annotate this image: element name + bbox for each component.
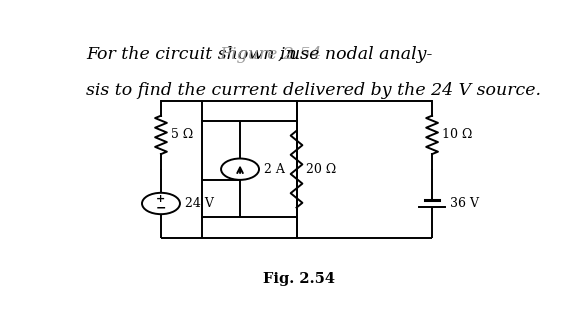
Text: 5 Ω: 5 Ω: [171, 128, 193, 141]
Text: , use nodal analy-: , use nodal analy-: [278, 46, 433, 63]
Text: sis to find the current delivered by the 24 V source.: sis to find the current delivered by the…: [86, 82, 542, 99]
Text: 24 V: 24 V: [185, 197, 215, 210]
Text: +: +: [156, 194, 166, 204]
Text: Fig. 2.54: Fig. 2.54: [263, 272, 335, 286]
Text: 10 Ω: 10 Ω: [442, 128, 472, 141]
Text: 2 A: 2 A: [265, 163, 285, 176]
Text: For the circuit shown in: For the circuit shown in: [86, 46, 303, 63]
Text: 20 Ω: 20 Ω: [307, 163, 337, 176]
Bar: [202, 121, 297, 217]
Text: −: −: [156, 202, 166, 215]
Text: Figure 2.54: Figure 2.54: [220, 46, 322, 63]
Text: 36 V: 36 V: [450, 197, 479, 210]
